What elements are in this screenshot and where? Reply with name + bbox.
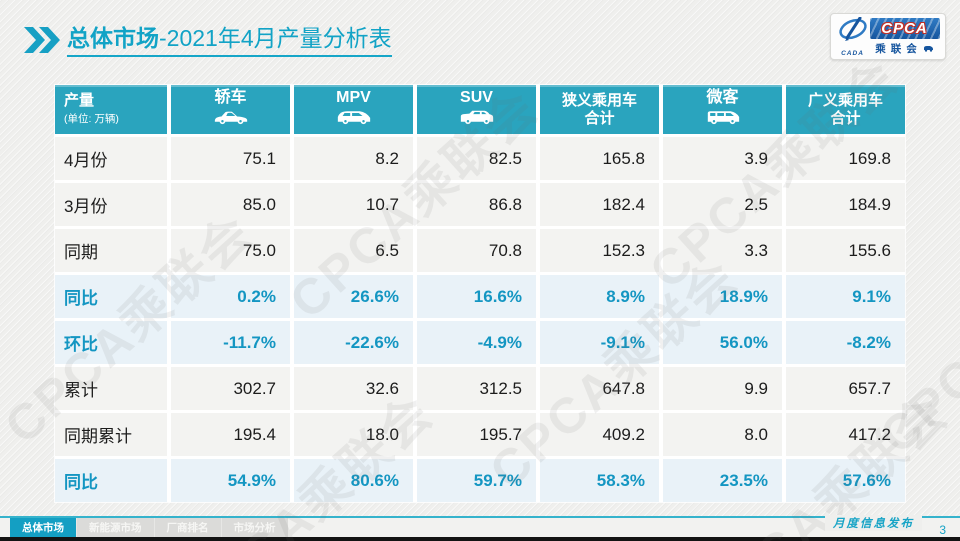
row-label: 同比 (55, 275, 167, 318)
table-cell: 80.6% (294, 459, 413, 502)
sedan-icon (212, 108, 250, 130)
corner-unit: (单位: 万辆) (64, 112, 119, 125)
table-cell: 182.4 (540, 183, 659, 226)
cpca-chinese-text: 乘联会 (875, 41, 934, 56)
table-cell: 8.9% (540, 275, 659, 318)
cpca-logo-box: CPCA (869, 17, 940, 39)
cpca-text: CPCA (881, 19, 928, 37)
table-cell: 312.5 (417, 367, 536, 410)
table-cell: 152.3 (540, 229, 659, 272)
col-header-mpv: MPV (294, 85, 413, 134)
row-label: 同比 (55, 459, 167, 502)
table-cell: 657.7 (786, 367, 905, 410)
col-header-suv: SUV (417, 85, 536, 134)
footer-tab-2[interactable]: 新能源市场 (76, 518, 154, 537)
table-cell: 417.2 (786, 413, 905, 456)
table-cell: 3.3 (663, 229, 782, 272)
col-header-label: 狭义乘用车 (561, 92, 637, 110)
table-cell: 75.1 (171, 137, 290, 180)
table-cell: 16.6% (417, 275, 536, 318)
table-cell: 58.3% (540, 459, 659, 502)
row-label: 累计 (55, 367, 167, 410)
table-cell: -9.1% (540, 321, 659, 364)
footer-tab-1[interactable]: 总体市场 (10, 518, 76, 537)
table-cell: 195.4 (171, 413, 290, 456)
table-cell: 2.5 (663, 183, 782, 226)
table-cell: 70.8 (417, 229, 536, 272)
table-cell: 18.0 (294, 413, 413, 456)
col-header-label: 广义乘用车 (807, 92, 883, 110)
row-label: 同期累计 (55, 413, 167, 456)
table-cell: 23.5% (663, 459, 782, 502)
table-cell: 9.1% (786, 275, 905, 318)
mpv-icon (335, 108, 373, 130)
page-number: 3 (939, 523, 946, 537)
table-cell: 82.5 (417, 137, 536, 180)
table-cell: 302.7 (171, 367, 290, 410)
table-cell: 155.6 (786, 229, 905, 272)
release-note: 月度信息发布 (825, 515, 922, 531)
row-label: 4月份 (55, 137, 167, 180)
table-cell: 75.0 (171, 229, 290, 272)
table-cell: -22.6% (294, 321, 413, 364)
row-label: 同期 (55, 229, 167, 272)
table-cell: 195.7 (417, 413, 536, 456)
col-header-label: MPV (336, 89, 371, 107)
bottom-black-bar (0, 537, 960, 541)
footer-divider (0, 516, 960, 518)
table-cell: 409.2 (540, 413, 659, 456)
col-header-label: 轿车 (214, 89, 247, 107)
cada-swoosh-icon: CADA (836, 16, 869, 57)
table-cell: 0.2% (171, 275, 290, 318)
footer-tab-bar: 总体市场 新能源市场 厂商排名 市场分析 (0, 518, 960, 537)
row-label: 3月份 (55, 183, 167, 226)
production-table: 产量 (单位: 万辆) 轿车 MPV SUV 狭义乘用车 合计 微客 广义乘用车 合计 4月份 75.… (55, 85, 905, 502)
table-cell: 165.8 (540, 137, 659, 180)
table-cell: -8.2% (786, 321, 905, 364)
footer-tab-3[interactable]: 厂商排名 (153, 518, 221, 537)
table-cell: 169.8 (786, 137, 905, 180)
table-cell: 57.6% (786, 459, 905, 502)
microvan-icon (704, 108, 742, 130)
table-cell: 85.0 (171, 183, 290, 226)
table-cell: 184.9 (786, 183, 905, 226)
page-title: 总体市场-2021年4月产量分析表 (67, 24, 392, 57)
page-title-rest: -2021年4月产量分析表 (159, 25, 392, 51)
table-cell: 18.9% (663, 275, 782, 318)
table-cell: 54.9% (171, 459, 290, 502)
table-cell: 8.2 (294, 137, 413, 180)
cada-text: CADA (841, 49, 864, 57)
table-cell: 32.6 (294, 367, 413, 410)
table-cell: -4.9% (417, 321, 536, 364)
table-cell: 10.7 (294, 183, 413, 226)
tiny-car-icon (923, 46, 933, 52)
col-header-broad-pv-total: 广义乘用车 合计 (786, 85, 905, 134)
suv-icon (458, 108, 496, 130)
table-cell: 647.8 (540, 367, 659, 410)
double-chevron-icon (24, 27, 60, 53)
col-header-narrow-pv-total: 狭义乘用车 合计 (540, 85, 659, 134)
col-header-label2: 合计 (830, 109, 861, 127)
footer-tab-4[interactable]: 市场分析 (220, 518, 288, 537)
table-cell: 8.0 (663, 413, 782, 456)
table-cell: 59.7% (417, 459, 536, 502)
col-header-label: 微客 (706, 89, 739, 107)
col-header-label2: 合计 (584, 109, 615, 127)
table-cell: 26.6% (294, 275, 413, 318)
col-header-label: SUV (460, 89, 493, 107)
col-header-microvan: 微客 (663, 85, 782, 134)
table-cell: 56.0% (663, 321, 782, 364)
table-cell: 86.8 (417, 183, 536, 226)
table-cell: 3.9 (663, 137, 782, 180)
table-cell: 9.9 (663, 367, 782, 410)
table-cell: -11.7% (171, 321, 290, 364)
table-cell: 6.5 (294, 229, 413, 272)
table-corner-header: 产量 (单位: 万辆) (55, 85, 167, 134)
page-title-highlight: 总体市场 (67, 25, 159, 51)
corner-title: 产量 (64, 92, 95, 110)
cpca-logo: CADA CPCA 乘联会 (830, 13, 946, 60)
col-header-sedan: 轿车 (171, 85, 290, 134)
row-label: 环比 (55, 321, 167, 364)
